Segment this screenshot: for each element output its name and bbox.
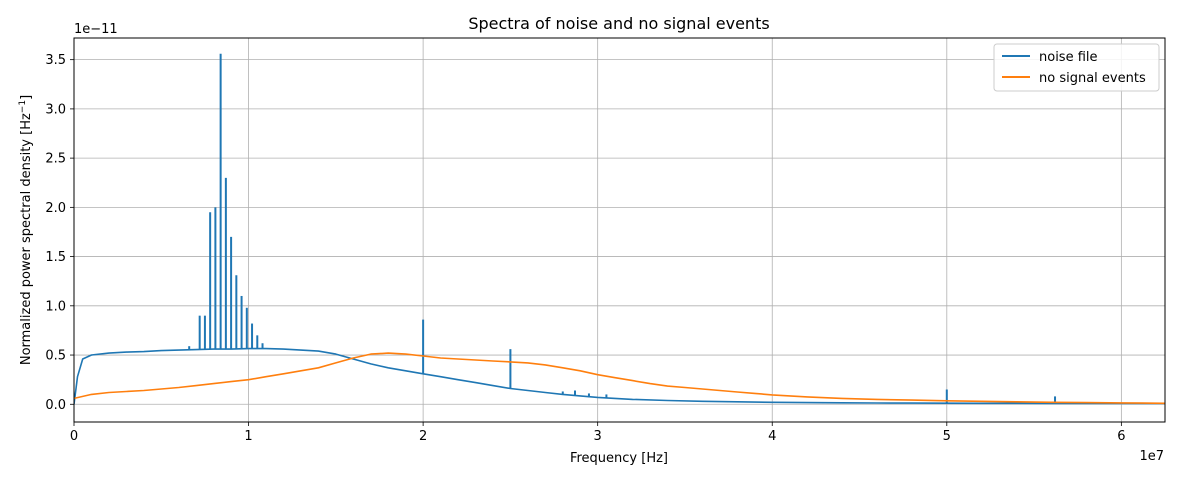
legend-label-no-signal-events: no signal events — [1039, 71, 1146, 86]
y-axis-label-end: ] — [19, 95, 34, 100]
legend-label-noise-file: noise file — [1039, 50, 1098, 65]
x-tick-label: 1 — [244, 429, 252, 444]
grid — [73, 38, 1165, 422]
plot-frame — [73, 37, 1166, 423]
x-tick-label: 6 — [1117, 429, 1125, 444]
y-axis-ticks: 0.0 0.5 1.0 1.5 2.0 2.5 3.0 3.5 — [45, 53, 74, 413]
y-axis-label: Normalized power spectral density [Hz−1] — [18, 95, 34, 365]
x-tick-label: 4 — [768, 429, 776, 444]
x-tick-label: 3 — [594, 429, 602, 444]
y-offset-text: 1e−11 — [74, 22, 118, 37]
x-tick-label: 0 — [70, 429, 78, 444]
series-layer — [74, 53, 1165, 405]
x-axis-label: Frequency [Hz] — [570, 451, 668, 466]
series-line-noise-file — [74, 347, 1165, 405]
y-tick-label: 3.5 — [45, 53, 66, 68]
x-axis-ticks: 0 1 2 3 4 5 6 — [70, 422, 1126, 444]
y-axis-label-exponent: −1 — [18, 100, 28, 113]
y-tick-label: 0.5 — [45, 349, 66, 364]
y-axis-label-main: Normalized power spectral density [Hz — [19, 113, 34, 365]
y-tick-label: 0.0 — [45, 398, 66, 413]
legend: noise file no signal events — [993, 43, 1160, 92]
x-tick-label: 2 — [419, 429, 427, 444]
chart-title: Spectra of noise and no signal events — [468, 14, 769, 33]
x-offset-text: 1e7 — [1139, 449, 1164, 464]
legend-box — [993, 43, 1160, 92]
y-tick-label: 2.5 — [45, 152, 66, 167]
y-tick-label: 1.5 — [45, 250, 66, 265]
y-tick-label: 1.0 — [45, 299, 66, 314]
y-tick-label: 2.0 — [45, 201, 66, 216]
series-line-no-signal-events — [74, 352, 1165, 405]
y-tick-label: 3.0 — [45, 102, 66, 117]
x-tick-label: 5 — [943, 429, 951, 444]
